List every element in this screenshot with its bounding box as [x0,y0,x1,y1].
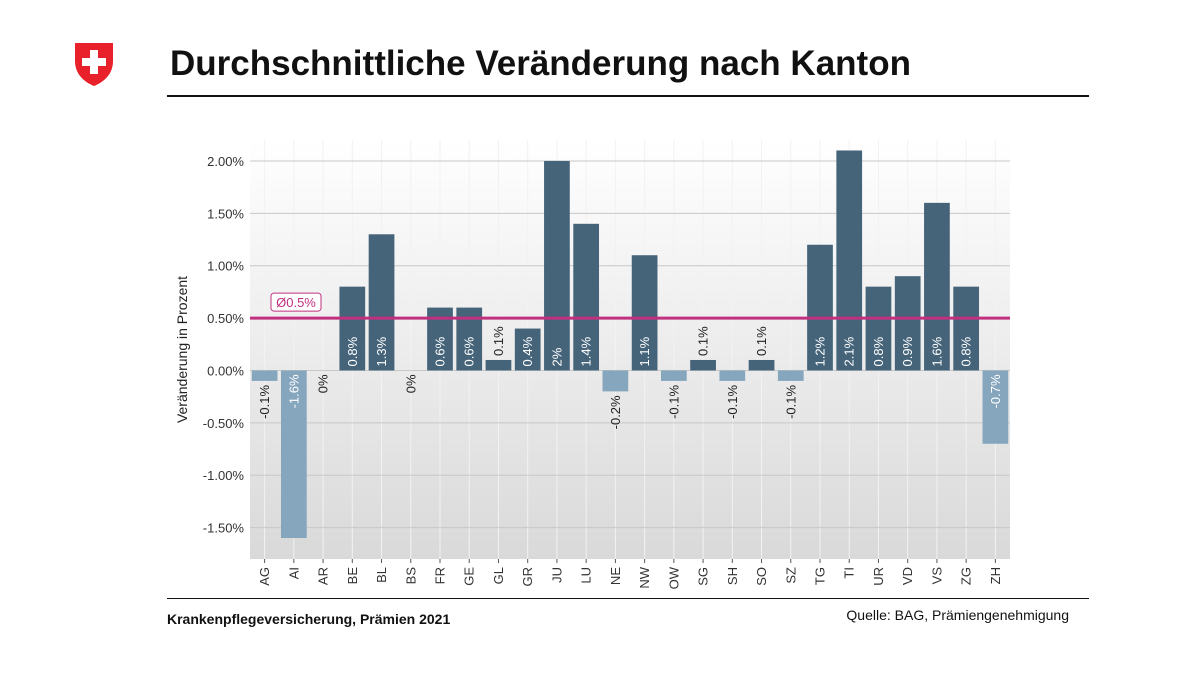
bar-JU [544,160,570,371]
data-label-SG: 0.1% [696,326,711,356]
bar-BE [339,286,366,371]
page-title: Durchschnittliche Veränderung nach Kanto… [170,44,911,83]
bar-GR [514,328,541,371]
data-label-SZ: -0.1% [783,384,798,418]
data-label-NE: -0.2% [608,395,623,429]
data-label-BL: 1.3% [374,336,389,366]
x-tick-label: JU [549,567,564,583]
bar-GL [485,359,512,371]
x-tick-label: NW [637,566,652,588]
bar-SO [748,359,775,371]
x-tick-label: ZG [959,567,974,585]
y-tick-label: 0.50% [207,311,244,326]
x-tick-label: FR [433,567,448,584]
data-label-GE: 0.6% [462,336,477,366]
cross-horizontal [82,58,106,66]
x-tick-label: GR [520,567,535,587]
data-label-FR: 0.6% [433,336,448,366]
bar-UR [865,286,892,371]
bar-NE [602,370,629,392]
data-label-ZG: 0.8% [959,336,974,366]
x-tick-label: BE [345,567,360,585]
x-tick-label: TI [842,567,857,579]
bar-LU [573,223,600,371]
bar-VD [894,276,921,371]
x-tick-label: TG [813,567,828,585]
x-tick-label: LU [579,567,594,584]
data-label-SH: -0.1% [725,384,740,418]
x-tick-label: AI [286,567,301,579]
data-label-GL: 0.1% [491,326,506,356]
data-label-NW: 1.1% [637,336,652,366]
bar-chart: 2.00% 1.50% 1.00% 0.50% 0.00% -0.50% -1.00% -1.… [174,140,1010,589]
y-tick-label: -1.00% [203,468,245,483]
bar-ZH [982,370,1009,444]
x-tick-label: SZ [783,567,798,584]
swiss-cross-shield-icon [73,41,115,87]
x-tick-label: OW [666,566,681,589]
data-label-SO: 0.1% [754,326,769,356]
y-tick-label: 2.00% [207,154,244,169]
x-tick-label: GL [491,567,506,584]
data-label-ZH: -0.7% [988,374,1003,408]
bar-VS [924,202,950,371]
footer-source: Quelle: BAG, Prämiengenehmigung [846,607,1069,623]
data-label-BS: 0% [403,374,418,393]
x-tick-label: NE [608,567,623,585]
data-label-AI: -1.6% [286,374,301,408]
data-label-UR: 0.8% [871,336,886,366]
data-label-VD: 0.9% [900,336,915,366]
y-axis-title: Veränderung in Prozent [174,276,190,423]
data-label-JU: 2% [549,347,564,366]
bar-AG [251,370,278,381]
data-label-GR: 0.4% [520,336,535,366]
footer-divider [167,598,1089,599]
y-tick-label: -1.50% [203,521,245,536]
y-tick-label: -0.50% [203,416,245,431]
bar-TI [836,150,863,371]
x-tick-label: ZH [988,567,1003,584]
x-tick-label: SO [754,567,769,586]
x-tick-label: VS [929,567,944,585]
x-tick-label: BS [403,567,418,585]
data-label-TI: 2.1% [842,336,857,366]
data-label-OW: -0.1% [666,384,681,418]
bar-TG [807,244,833,371]
data-label-BE: 0.8% [345,336,360,366]
y-tick-label: 0.00% [207,363,244,378]
bar-SG [690,359,716,371]
x-tick-label: UR [871,567,886,586]
x-tick-label: SG [696,567,711,586]
bar-SZ [777,370,804,381]
bar-NW [631,255,658,371]
x-tick-label: SH [725,567,740,585]
title-divider [167,95,1089,97]
data-label-LU: 1.4% [579,336,594,366]
x-tick-label: AG [257,567,272,586]
y-tick-label: 1.50% [207,206,244,221]
data-label-TG: 1.2% [813,336,828,366]
y-tick-label: 1.00% [207,259,244,274]
x-tick-label: AR [316,567,331,585]
bar-BL [368,234,395,371]
x-tick-label: BL [374,567,389,583]
bar-AI [280,370,307,539]
bar-SH [719,370,746,381]
average-label: Ø0.5% [276,295,316,310]
x-tick-label: VD [900,567,915,585]
data-label-AG: -0.1% [257,384,272,418]
footer-caption: Krankenpflegeversicherung, Prämien 2021 [167,611,451,627]
x-tick-label: GE [462,567,477,586]
bar-OW [660,370,687,381]
data-label-AR: 0% [316,374,331,393]
bar-ZG [953,286,980,371]
data-label-VS: 1.6% [929,336,944,366]
average-label-box [270,292,322,312]
